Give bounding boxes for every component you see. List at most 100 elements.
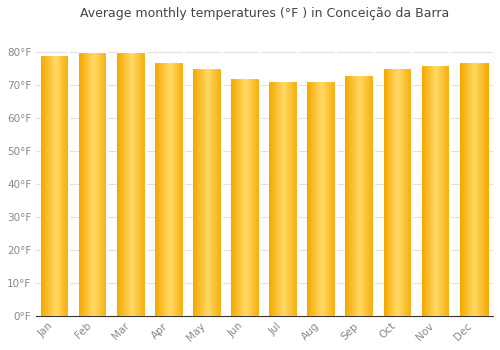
Bar (432, 65, 434, 316)
Bar (182, 62, 184, 316)
Bar (210, 68, 211, 316)
Bar (232, 78, 233, 316)
Bar (159, 62, 160, 316)
Bar (234, 78, 235, 316)
Bar (193, 68, 194, 316)
Bar (256, 78, 257, 316)
Bar (335, 82, 336, 316)
Bar (92, 52, 94, 316)
Bar (196, 68, 197, 316)
Bar (205, 68, 206, 316)
Bar (354, 75, 356, 316)
Bar (294, 82, 295, 316)
Bar (275, 82, 276, 316)
Bar (248, 78, 249, 316)
Bar (374, 75, 375, 316)
Bar (356, 75, 358, 316)
Bar (372, 75, 373, 316)
Bar (82, 52, 83, 316)
Bar (167, 62, 168, 316)
Bar (79, 52, 80, 316)
Bar (289, 82, 290, 316)
Bar (246, 78, 247, 316)
Bar (129, 52, 130, 316)
Bar (169, 62, 170, 316)
Bar (405, 68, 406, 316)
Bar (100, 52, 102, 316)
Bar (131, 52, 132, 316)
Bar (42, 55, 43, 316)
Bar (121, 52, 122, 316)
Bar (245, 78, 246, 316)
Bar (368, 75, 369, 316)
Bar (361, 75, 362, 316)
Bar (274, 82, 276, 316)
Bar (45, 55, 46, 316)
Bar (328, 82, 329, 316)
Bar (478, 62, 480, 316)
Bar (402, 68, 404, 316)
Bar (217, 68, 218, 316)
Bar (68, 55, 70, 316)
Bar (394, 68, 396, 316)
Bar (318, 82, 320, 316)
Bar (373, 75, 374, 316)
Bar (442, 65, 444, 316)
Bar (202, 68, 203, 316)
Bar (326, 82, 327, 316)
Bar (64, 55, 66, 316)
Bar (293, 82, 294, 316)
Bar (237, 78, 238, 316)
Bar (180, 62, 182, 316)
Bar (346, 75, 348, 316)
Bar (448, 65, 450, 316)
Bar (462, 62, 464, 316)
Bar (312, 82, 314, 316)
Bar (43, 55, 44, 316)
Bar (412, 68, 413, 316)
Bar (96, 52, 98, 316)
Bar (206, 68, 207, 316)
Bar (166, 62, 167, 316)
Bar (50, 55, 51, 316)
Bar (44, 55, 45, 316)
Bar (125, 52, 126, 316)
Bar (272, 82, 274, 316)
Bar (56, 55, 58, 316)
Bar (132, 52, 133, 316)
Bar (296, 82, 297, 316)
Bar (171, 62, 172, 316)
Bar (87, 52, 88, 316)
Bar (218, 68, 219, 316)
Bar (320, 82, 321, 316)
Bar (331, 82, 332, 316)
Bar (392, 68, 394, 316)
Bar (134, 52, 135, 316)
Bar (156, 62, 157, 316)
Bar (332, 82, 333, 316)
Bar (119, 52, 120, 316)
Bar (254, 78, 255, 316)
Bar (128, 52, 129, 316)
Bar (281, 82, 282, 316)
Bar (280, 82, 281, 316)
Bar (329, 82, 330, 316)
Bar (144, 52, 146, 316)
Bar (136, 52, 138, 316)
Bar (54, 55, 56, 316)
Bar (155, 62, 156, 316)
Bar (240, 78, 241, 316)
Bar (46, 55, 48, 316)
Bar (396, 68, 398, 316)
Bar (203, 68, 204, 316)
Bar (200, 68, 201, 316)
Bar (330, 82, 331, 316)
Bar (466, 62, 468, 316)
Bar (287, 82, 288, 316)
Bar (486, 62, 488, 316)
Bar (174, 62, 175, 316)
Bar (207, 68, 208, 316)
Bar (66, 55, 68, 316)
Bar (84, 52, 85, 316)
Bar (231, 78, 232, 316)
